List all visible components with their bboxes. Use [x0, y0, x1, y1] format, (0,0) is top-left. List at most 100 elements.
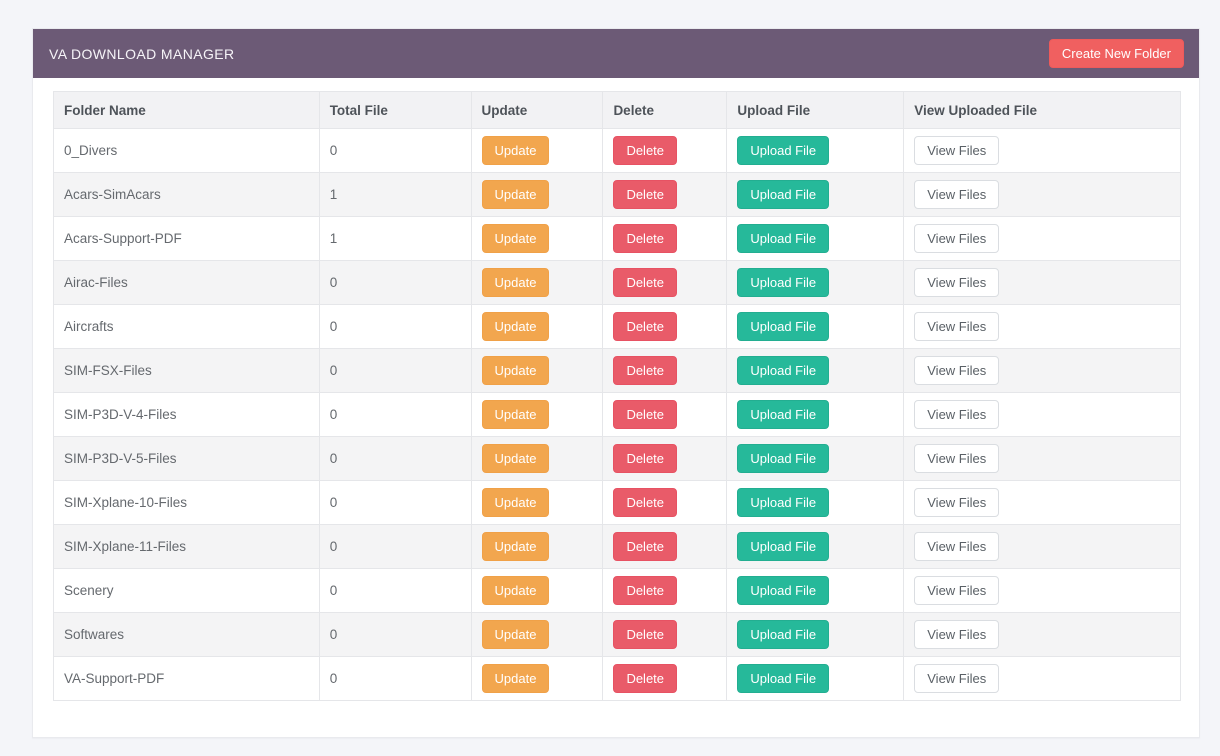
delete-button[interactable]: Delete — [613, 532, 678, 561]
upload-cell: Upload File — [726, 348, 905, 393]
update-button[interactable]: Update — [481, 620, 550, 649]
update-button[interactable]: Update — [481, 180, 550, 209]
table-row: 0_Divers 0 Update Delete Upload File Vie… — [53, 128, 1181, 173]
view-files-button[interactable]: View Files — [914, 620, 1000, 649]
update-button[interactable]: Update — [481, 356, 550, 385]
upload-file-button[interactable]: Upload File — [737, 224, 830, 253]
view-files-button[interactable]: View Files — [914, 224, 1000, 253]
table-row: SIM-Xplane-11-Files 0 Update Delete Uplo… — [53, 524, 1181, 569]
view-cell: View Files — [903, 216, 1181, 261]
upload-file-button[interactable]: Upload File — [737, 576, 830, 605]
update-button[interactable]: Update — [481, 664, 550, 693]
total-file-count: 1 — [329, 187, 338, 202]
folder-table-body: 0_Divers 0 Update Delete Upload File Vie… — [53, 128, 1181, 701]
column-header-delete: Delete — [602, 91, 728, 129]
delete-button[interactable]: Delete — [613, 400, 678, 429]
delete-button[interactable]: Delete — [613, 268, 678, 297]
download-manager-panel: VA DOWNLOAD MANAGER Create New Folder Fo… — [32, 28, 1200, 738]
upload-file-button[interactable]: Upload File — [737, 620, 830, 649]
table-row: VA-Support-PDF 0 Update Delete Upload Fi… — [53, 656, 1181, 701]
delete-button[interactable]: Delete — [613, 224, 678, 253]
delete-button[interactable]: Delete — [613, 356, 678, 385]
view-cell: View Files — [903, 656, 1181, 701]
update-button[interactable]: Update — [481, 532, 550, 561]
total-file-cell: 0 — [318, 612, 472, 657]
update-button[interactable]: Update — [481, 136, 550, 165]
folder-name: SIM-Xplane-11-Files — [64, 539, 187, 554]
upload-file-button[interactable]: Upload File — [737, 136, 830, 165]
folder-name: 0_Divers — [64, 143, 118, 158]
total-file-cell: 0 — [318, 524, 472, 569]
view-files-button[interactable]: View Files — [914, 664, 1000, 693]
view-cell: View Files — [903, 128, 1181, 173]
delete-button[interactable]: Delete — [613, 444, 678, 473]
delete-button[interactable]: Delete — [613, 488, 678, 517]
view-files-button[interactable]: View Files — [914, 136, 1000, 165]
delete-cell: Delete — [602, 348, 728, 393]
total-file-count: 0 — [329, 539, 338, 554]
view-cell: View Files — [903, 480, 1181, 525]
update-button[interactable]: Update — [481, 268, 550, 297]
delete-cell: Delete — [602, 568, 728, 613]
delete-cell: Delete — [602, 260, 728, 305]
delete-button[interactable]: Delete — [613, 180, 678, 209]
delete-button[interactable]: Delete — [613, 312, 678, 341]
update-cell: Update — [470, 304, 604, 349]
upload-file-button[interactable]: Upload File — [737, 312, 830, 341]
upload-file-button[interactable]: Upload File — [737, 180, 830, 209]
update-cell: Update — [470, 524, 604, 569]
folder-name-cell: SIM-FSX-Files — [53, 348, 320, 393]
total-file-count: 0 — [329, 671, 338, 686]
view-cell: View Files — [903, 612, 1181, 657]
total-file-count: 0 — [329, 275, 338, 290]
update-button[interactable]: Update — [481, 488, 550, 517]
delete-button[interactable]: Delete — [613, 576, 678, 605]
total-file-cell: 0 — [318, 480, 472, 525]
upload-cell: Upload File — [726, 128, 905, 173]
create-new-folder-button[interactable]: Create New Folder — [1048, 39, 1184, 68]
page-title: VA DOWNLOAD MANAGER — [49, 45, 235, 62]
total-file-count: 0 — [329, 451, 338, 466]
delete-button[interactable]: Delete — [613, 136, 678, 165]
view-files-button[interactable]: View Files — [914, 356, 1000, 385]
view-files-button[interactable]: View Files — [914, 488, 1000, 517]
view-files-button[interactable]: View Files — [914, 180, 1000, 209]
total-file-cell: 0 — [318, 436, 472, 481]
upload-file-button[interactable]: Upload File — [737, 356, 830, 385]
delete-cell: Delete — [602, 172, 728, 217]
update-button[interactable]: Update — [481, 312, 550, 341]
upload-file-button[interactable]: Upload File — [737, 532, 830, 561]
update-button[interactable]: Update — [481, 444, 550, 473]
delete-cell: Delete — [602, 392, 728, 437]
panel-body: Folder Name Total File Update Delete Upl… — [33, 78, 1199, 737]
upload-file-button[interactable]: Upload File — [737, 488, 830, 517]
folder-name: VA-Support-PDF — [64, 671, 165, 686]
delete-button[interactable]: Delete — [613, 620, 678, 649]
table-row: Acars-SimAcars 1 Update Delete Upload Fi… — [53, 172, 1181, 217]
upload-cell: Upload File — [726, 304, 905, 349]
upload-file-button[interactable]: Upload File — [737, 444, 830, 473]
total-file-cell: 0 — [318, 304, 472, 349]
delete-cell: Delete — [602, 524, 728, 569]
upload-file-button[interactable]: Upload File — [737, 400, 830, 429]
view-files-button[interactable]: View Files — [914, 532, 1000, 561]
update-button[interactable]: Update — [481, 400, 550, 429]
total-file-count: 0 — [329, 143, 338, 158]
folder-name: Scenery — [64, 583, 114, 598]
view-files-button[interactable]: View Files — [914, 576, 1000, 605]
view-files-button[interactable]: View Files — [914, 312, 1000, 341]
total-file-count: 0 — [329, 495, 338, 510]
panel-heading: VA DOWNLOAD MANAGER Create New Folder — [33, 29, 1199, 78]
upload-file-button[interactable]: Upload File — [737, 268, 830, 297]
upload-cell: Upload File — [726, 568, 905, 613]
update-cell: Update — [470, 612, 604, 657]
folder-name: SIM-Xplane-10-Files — [64, 495, 188, 510]
view-files-button[interactable]: View Files — [914, 400, 1000, 429]
upload-file-button[interactable]: Upload File — [737, 664, 830, 693]
delete-button[interactable]: Delete — [613, 664, 678, 693]
view-files-button[interactable]: View Files — [914, 268, 1000, 297]
update-button[interactable]: Update — [481, 224, 550, 253]
view-files-button[interactable]: View Files — [914, 444, 1000, 473]
total-file-count: 0 — [329, 583, 338, 598]
update-button[interactable]: Update — [481, 576, 550, 605]
